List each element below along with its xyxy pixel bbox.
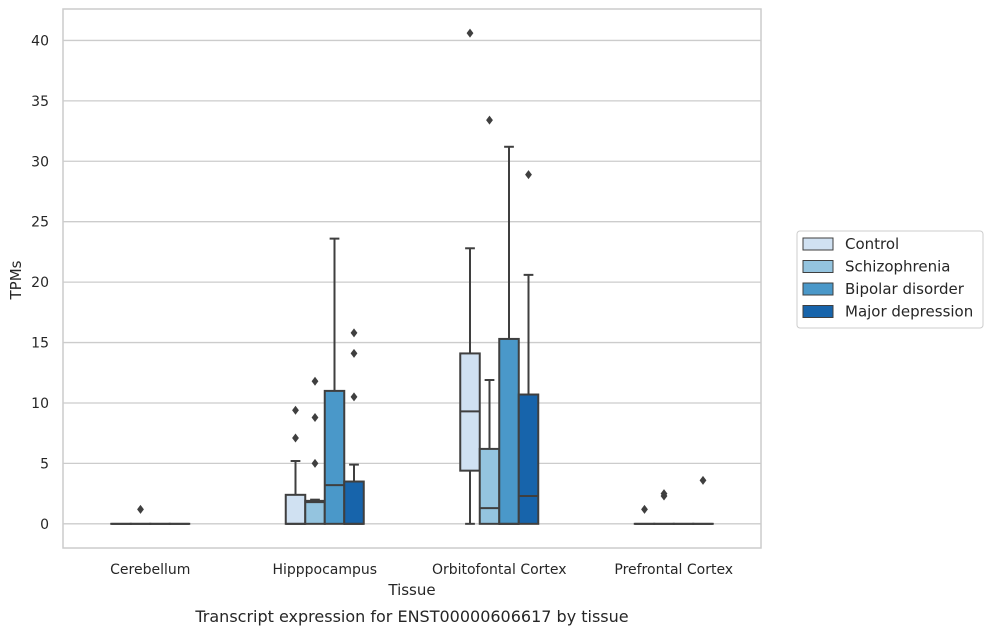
outlier-point	[641, 505, 648, 514]
x-tick-label: Orbitofontal Cortex	[432, 562, 567, 578]
outlier-point	[467, 29, 474, 38]
box-group	[305, 377, 325, 524]
x-axis-label: Tissue	[387, 581, 435, 599]
box-group	[286, 406, 306, 524]
chart-caption: Transcript expression for ENST0000060661…	[194, 607, 628, 626]
legend-swatch	[803, 283, 833, 295]
box-group	[635, 505, 655, 524]
outlier-point	[351, 328, 358, 337]
y-tick-label: 30	[31, 154, 49, 170]
box	[344, 482, 364, 524]
outlier-point	[351, 392, 358, 401]
x-tick-label: Prefrontal Cortex	[614, 562, 733, 578]
y-tick-label: 25	[31, 215, 49, 231]
box-group	[480, 116, 500, 524]
legend-swatch	[803, 261, 833, 273]
legend-swatch	[803, 238, 833, 250]
x-tick-labels: Cerebellum Hipppocampus Orbitofontal Corte…	[110, 562, 733, 578]
boxes-layer	[111, 29, 713, 524]
plot-frame	[63, 9, 761, 548]
box-group	[460, 29, 480, 524]
y-tick-label: 35	[31, 94, 49, 110]
y-tick-label: 20	[31, 275, 49, 291]
x-tick-label: Cerebellum	[110, 562, 190, 578]
box	[286, 495, 306, 524]
legend-swatch	[803, 306, 833, 318]
gridlines	[63, 40, 761, 523]
outlier-point	[312, 459, 319, 468]
box-group	[693, 476, 713, 524]
outlier-point	[312, 413, 319, 422]
outlier-point	[351, 349, 358, 358]
box-group	[519, 170, 539, 524]
legend: Control Schizophrenia Bipolar disorder Majo…	[797, 231, 983, 328]
legend-label: Major depression	[845, 303, 973, 321]
outlier-point	[292, 434, 299, 443]
y-axis-label: TPMs	[7, 260, 25, 300]
y-tick-labels: 0 5 10 15 20 25 30 35 40	[31, 33, 49, 532]
y-tick-label: 0	[40, 517, 49, 533]
box-group	[344, 328, 364, 523]
box-group	[499, 147, 519, 524]
box-group	[131, 505, 151, 524]
outlier-point	[292, 406, 299, 415]
box	[480, 449, 500, 524]
box-group	[325, 239, 345, 524]
legend-label: Schizophrenia	[845, 258, 950, 276]
legend-label: Bipolar disorder	[845, 280, 965, 298]
y-tick-label: 10	[31, 396, 49, 412]
y-tick-label: 40	[31, 33, 49, 49]
outlier-point	[312, 377, 319, 386]
y-tick-label: 5	[40, 456, 49, 472]
box	[519, 395, 539, 524]
box-group	[654, 489, 674, 524]
box	[499, 339, 519, 524]
box	[325, 391, 345, 524]
outlier-point	[486, 116, 493, 125]
outlier-point	[137, 505, 144, 514]
outlier-point	[700, 476, 707, 485]
outlier-point	[525, 170, 532, 179]
y-tick-label: 15	[31, 336, 49, 352]
box	[305, 501, 325, 524]
legend-label: Control	[845, 235, 899, 253]
x-tick-label: Hipppocampus	[272, 562, 377, 578]
